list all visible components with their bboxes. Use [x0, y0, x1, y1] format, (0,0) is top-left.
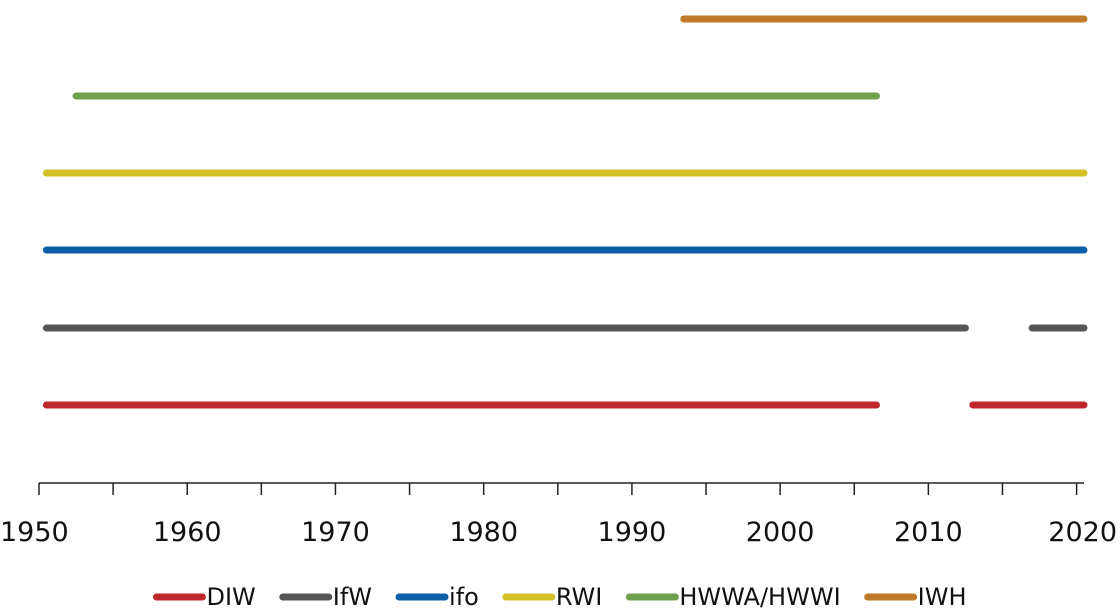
x-tick-label-2000: 2000 — [746, 517, 815, 548]
x-axis: 1950 1960 1970 1980 1990 2000 2010 2020 — [0, 482, 1117, 548]
legend-label-hwwa-hwwi: HWWA/HWWI — [679, 583, 840, 610]
x-tick-label-1960: 1960 — [153, 517, 222, 548]
x-tick-label-1990: 1990 — [598, 517, 667, 548]
series-layer — [42, 15, 1088, 409]
legend-label-ifw: IfW — [333, 583, 372, 610]
x-tick-label-1980: 1980 — [449, 517, 518, 548]
legend-label-diw: DIW — [206, 583, 255, 610]
x-tick-label-2010: 2010 — [894, 517, 963, 548]
x-tick-label-1970: 1970 — [301, 517, 370, 548]
legend: DIW IfW ifo RWI HWWA/HWWI IWH — [152, 583, 967, 610]
legend-label-rwi: RWI — [556, 583, 603, 610]
x-tick-label-2020: 2020 — [1048, 517, 1117, 548]
x-tick-label-1950: 1950 — [0, 517, 69, 548]
legend-label-ifo: ifo — [449, 583, 479, 610]
legend-label-iwh: IWH — [918, 583, 967, 610]
